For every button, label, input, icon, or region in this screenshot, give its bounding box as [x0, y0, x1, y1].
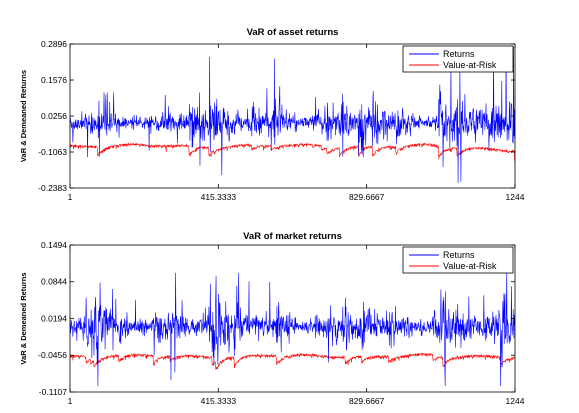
- y-tick-label: 0.1494: [41, 240, 67, 250]
- series-line-returns: [69, 272, 516, 386]
- x-tick-label: 829.6667: [349, 192, 385, 202]
- x-tick-label: 829.6667: [349, 396, 385, 406]
- y-axis-label: VaR & Demeaned Returns: [19, 272, 28, 364]
- chart-title: VaR of asset returns: [247, 27, 339, 38]
- y-tick-label: -0.0456: [38, 350, 67, 360]
- series-line-value-at-risk: [69, 142, 516, 162]
- legend-label: Value-at-Risk: [443, 60, 497, 70]
- x-tick-label: 1: [68, 192, 73, 202]
- y-tick-label: 0.0256: [41, 111, 67, 121]
- legend-label: Returns: [443, 49, 475, 59]
- chart-title: VaR of market returns: [243, 231, 342, 242]
- y-axis-label: VaR & Demeaned Returns: [19, 70, 28, 162]
- y-tick-label: -0.2383: [38, 183, 67, 193]
- y-tick-label: -0.1063: [38, 147, 67, 157]
- legend-label: Returns: [443, 250, 475, 260]
- legend-box: [402, 246, 514, 274]
- x-tick-label: 415.3333: [201, 396, 237, 406]
- x-tick-label: 1: [68, 396, 73, 406]
- x-tick-label: 1244: [506, 396, 525, 406]
- y-tick-label: 0.1576: [41, 75, 67, 85]
- legend-box: [402, 45, 514, 73]
- y-tick-label: -0.1107: [39, 387, 67, 397]
- x-tick-label: 415.3333: [201, 192, 237, 202]
- legend-label: Value-at-Risk: [443, 261, 497, 271]
- y-tick-label: 0.0194: [41, 313, 67, 323]
- y-tick-label: 0.2896: [41, 39, 67, 49]
- series-line-value-at-risk: [69, 352, 516, 370]
- x-tick-label: 1244: [506, 192, 525, 202]
- series-line-returns: [69, 46, 516, 184]
- y-tick-label: 0.0844: [41, 277, 67, 287]
